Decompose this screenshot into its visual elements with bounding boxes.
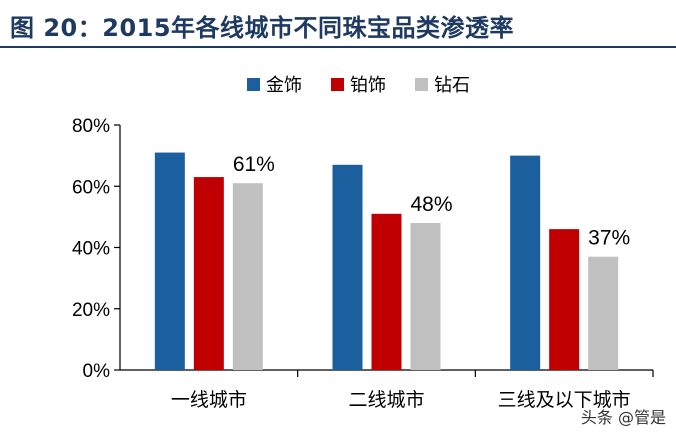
legend-label-2: 钻石 xyxy=(434,75,470,96)
bar-0-0 xyxy=(154,152,185,370)
watermark: 头条 @管是 xyxy=(581,404,666,428)
bar-0-1 xyxy=(332,164,363,370)
figure-header: 图 20：2015年各线城市不同珠宝品类渗透率 xyxy=(0,0,676,48)
bar-2-2 xyxy=(588,256,619,370)
bar-2-1 xyxy=(410,223,441,370)
category-label-2: 三线及以下城市 xyxy=(498,389,631,411)
category-label-1: 二线城市 xyxy=(348,389,424,411)
bar-1-0 xyxy=(193,177,224,370)
bar-1-2 xyxy=(549,229,580,370)
y-tick-label-3: 60% xyxy=(72,177,110,198)
y-tick-label-4: 80% xyxy=(72,116,110,137)
category-label-0: 一线城市 xyxy=(171,389,247,411)
y-tick-label-2: 40% xyxy=(72,239,110,260)
data-label-1: 48% xyxy=(410,193,452,216)
legend-label-0: 金饰 xyxy=(266,75,302,96)
figure-title: 图 20：2015年各线城市不同珠宝品类渗透率 xyxy=(10,14,515,42)
legend-label-1: 铂饰 xyxy=(350,75,386,96)
data-label-2: 37% xyxy=(588,227,630,250)
bar-2-0 xyxy=(232,183,263,370)
watermark-text: 头条 @管是 xyxy=(580,408,666,427)
bar-1-1 xyxy=(371,213,402,370)
data-label-0: 61% xyxy=(233,153,275,176)
bar-0-2 xyxy=(510,155,541,370)
y-tick-label-0: 0% xyxy=(83,361,111,382)
legend-swatch-2 xyxy=(415,78,428,91)
legend-swatch-1 xyxy=(331,78,344,91)
y-tick-label-1: 20% xyxy=(72,300,110,321)
legend-swatch-0 xyxy=(247,78,260,91)
